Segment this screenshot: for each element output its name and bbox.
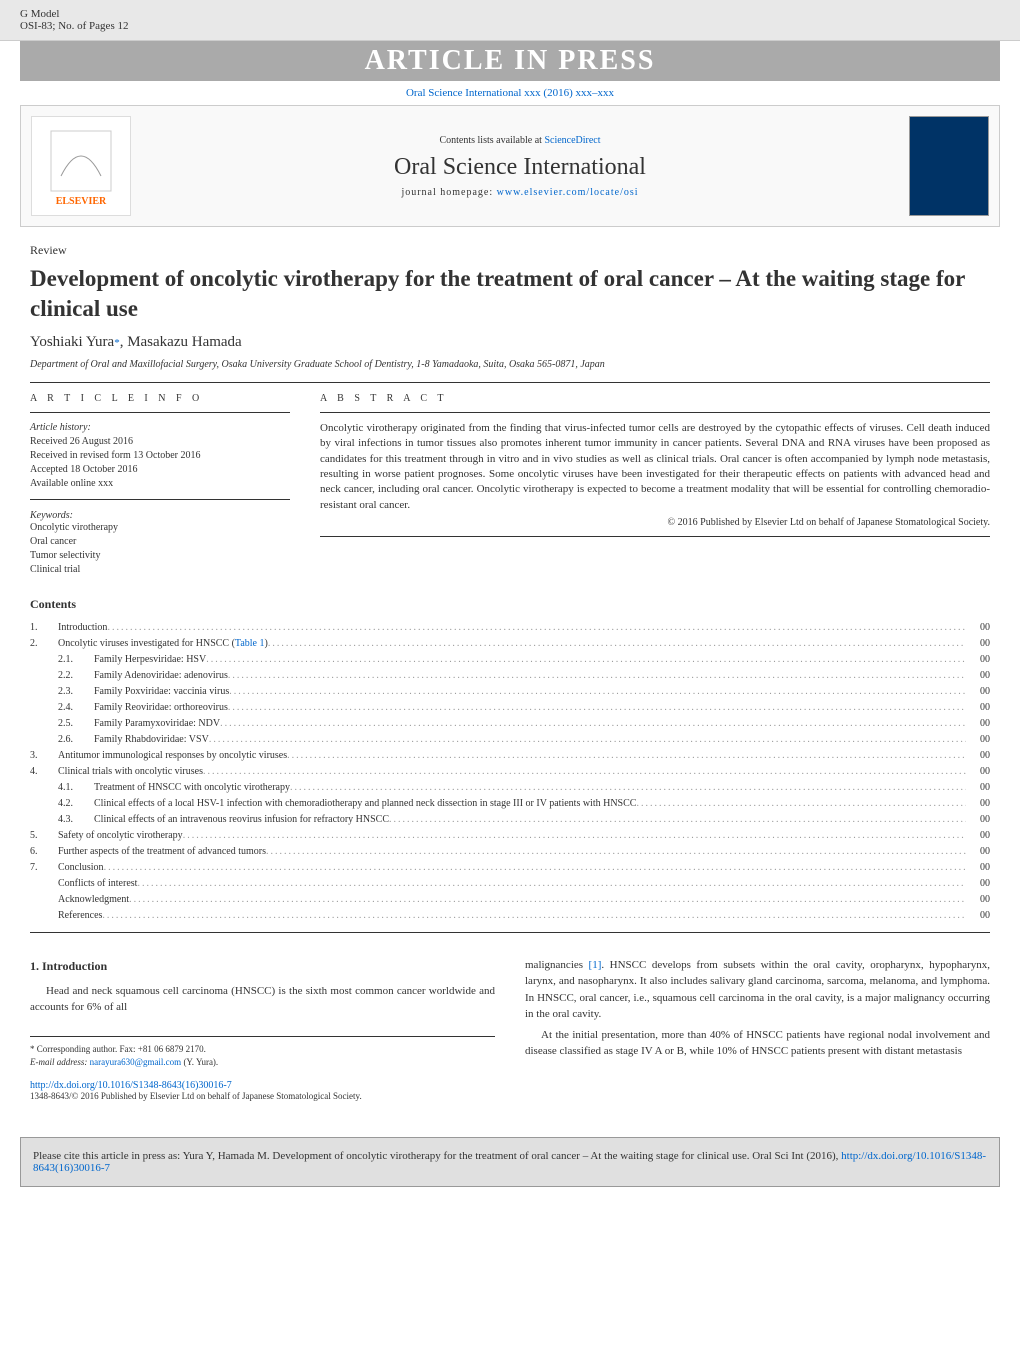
footnote-corr: * Corresponding author. Fax: +81 06 6879…	[30, 1043, 495, 1057]
abstract-text: Oncolytic virotherapy originated from th…	[320, 421, 990, 513]
toc-item[interactable]: 4.1.Treatment of HNSCC with oncolytic vi…	[30, 780, 990, 796]
intro-p2: malignancies [1]. HNSCC develops from su…	[525, 957, 990, 1023]
abstract-head: A B S T R A C T	[320, 393, 990, 404]
abstract-col: A B S T R A C T Oncolytic virotherapy or…	[320, 393, 990, 577]
intro-section: 1. Introduction Head and neck squamous c…	[30, 957, 990, 1070]
intro-p1: Head and neck squamous cell carcinoma (H…	[30, 983, 495, 1016]
toc-item[interactable]: 4.3.Clinical effects of an intravenous r…	[30, 812, 990, 828]
toc-item[interactable]: 2.6.Family Rhabdoviridae: VSV00	[30, 732, 990, 748]
history-label: Article history:	[30, 421, 290, 435]
toc-item[interactable]: 5.Safety of oncolytic virotherapy00	[30, 828, 990, 844]
toc-item[interactable]: 1.Introduction00	[30, 620, 990, 636]
toc-item[interactable]: 4.Clinical trials with oncolytic viruses…	[30, 764, 990, 780]
gmodel-header: G Model OSI-83; No. of Pages 12	[0, 0, 1020, 41]
copyright: © 2016 Published by Elsevier Ltd on beha…	[320, 517, 990, 528]
toc-item[interactable]: 3.Antitumor immunological responses by o…	[30, 748, 990, 764]
keyword-4: Clinical trial	[30, 563, 290, 577]
footnotes: * Corresponding author. Fax: +81 06 6879…	[30, 1036, 495, 1070]
contents-section: Contents 1.Introduction002.Oncolytic vir…	[30, 597, 990, 924]
intro-col-right: malignancies [1]. HNSCC develops from su…	[525, 957, 990, 1070]
keyword-3: Tumor selectivity	[30, 549, 290, 563]
toc-item[interactable]: Conflicts of interest00	[30, 876, 990, 892]
toc-item[interactable]: Acknowledgment00	[30, 892, 990, 908]
article-title: Development of oncolytic virotherapy for…	[30, 264, 990, 324]
toc-item[interactable]: 6.Further aspects of the treatment of ad…	[30, 844, 990, 860]
intro-p3: At the initial presentation, more than 4…	[525, 1027, 990, 1060]
journal-header: ELSEVIER Contents lists available at Sci…	[20, 105, 1000, 227]
press-banner: ARTICLE IN PRESS	[20, 41, 1000, 81]
toc-item[interactable]: References00	[30, 908, 990, 924]
footnote-email-label: E-mail address:	[30, 1057, 87, 1067]
keyword-2: Oral cancer	[30, 535, 290, 549]
toc-item[interactable]: 2.2.Family Adenoviridae: adenovirus00	[30, 668, 990, 684]
journal-ref-link[interactable]: Oral Science International xxx (2016) xx…	[0, 81, 1020, 105]
homepage-url[interactable]: www.elsevier.com/locate/osi	[497, 187, 639, 198]
toc-item[interactable]: 2.3.Family Poxviridae: vaccinia virus00	[30, 684, 990, 700]
affiliation: Department of Oral and Maxillofacial Sur…	[30, 359, 990, 370]
gmodel-label: G Model	[20, 8, 128, 20]
sciencedirect-link[interactable]: ScienceDirect	[544, 135, 600, 146]
doi-link[interactable]: http://dx.doi.org/10.1016/S1348-8643(16)…	[30, 1080, 990, 1091]
article-info-head: A R T I C L E I N F O	[30, 393, 290, 404]
contents-heading: Contents	[30, 597, 990, 612]
footnote-email[interactable]: narayura630@gmail.com	[90, 1057, 182, 1067]
toc-item[interactable]: 4.2.Clinical effects of a local HSV-1 in…	[30, 796, 990, 812]
toc-item[interactable]: 7.Conclusion00	[30, 860, 990, 876]
ref-1-link[interactable]: [1]	[589, 959, 602, 971]
toc-item[interactable]: 2.4.Family Reoviridae: orthoreovirus00	[30, 700, 990, 716]
corr-star-icon: *	[114, 337, 120, 349]
intro-heading: 1. Introduction	[30, 957, 495, 975]
toc-item[interactable]: 2.5.Family Paramyxoviridae: NDV00	[30, 716, 990, 732]
cite-box: Please cite this article in press as: Yu…	[20, 1137, 1000, 1187]
contents-available: Contents lists available at ScienceDirec…	[131, 135, 909, 146]
toc-item[interactable]: 2.Oncolytic viruses investigated for HNS…	[30, 636, 990, 652]
gmodel-code: OSI-83;	[20, 20, 55, 32]
journal-homepage: journal homepage: www.elsevier.com/locat…	[131, 187, 909, 198]
review-label: Review	[30, 243, 990, 258]
journal-cover-thumb	[909, 116, 989, 216]
intro-col-left: 1. Introduction Head and neck squamous c…	[30, 957, 495, 1070]
elsevier-logo: ELSEVIER	[31, 116, 131, 216]
divider	[30, 382, 990, 383]
footnote-email-who: (Y. Yura).	[183, 1057, 218, 1067]
authors: Yoshiaki Yura*, Masakazu Hamada	[30, 334, 990, 351]
keywords-label: Keywords:	[30, 510, 290, 521]
gmodel-pages: No. of Pages 12	[58, 20, 128, 32]
history-accepted: Accepted 18 October 2016	[30, 463, 290, 477]
toc-item[interactable]: 2.1.Family Herpesviridae: HSV00	[30, 652, 990, 668]
author-1: Yoshiaki Yura	[30, 334, 114, 350]
history-received: Received 26 August 2016	[30, 435, 290, 449]
history-revised: Received in revised form 13 October 2016	[30, 449, 290, 463]
author-2: Masakazu Hamada	[127, 334, 242, 350]
article-info-col: A R T I C L E I N F O Article history: R…	[30, 393, 290, 577]
keyword-1: Oncolytic virotherapy	[30, 521, 290, 535]
journal-name: Oral Science International	[131, 154, 909, 181]
history-online: Available online xxx	[30, 477, 290, 491]
journal-center: Contents lists available at ScienceDirec…	[131, 135, 909, 198]
issn-line: 1348-8643/© 2016 Published by Elsevier L…	[30, 1091, 990, 1101]
